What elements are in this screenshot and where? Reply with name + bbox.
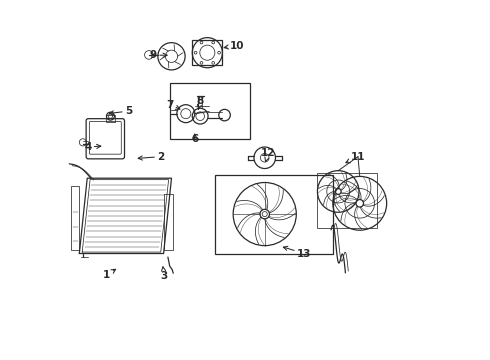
Text: 8: 8 [196, 96, 204, 109]
Text: 4: 4 [84, 142, 101, 152]
Text: 10: 10 [224, 41, 245, 50]
Text: 1: 1 [103, 269, 116, 280]
Bar [164, 194, 172, 250]
Text: 12: 12 [261, 148, 275, 162]
Bar [215, 175, 333, 253]
Bar [192, 40, 222, 66]
Bar [106, 116, 115, 122]
Text: 13: 13 [283, 246, 312, 258]
Bar [170, 83, 250, 139]
Bar [317, 173, 377, 228]
Text: 9: 9 [150, 50, 167, 60]
Text: 3: 3 [161, 267, 168, 281]
Text: 5: 5 [109, 106, 132, 116]
Text: 2: 2 [138, 152, 164, 162]
Text: 11: 11 [346, 152, 365, 163]
Text: 7: 7 [166, 100, 180, 110]
Bar [72, 185, 79, 250]
Text: 6: 6 [191, 134, 198, 144]
